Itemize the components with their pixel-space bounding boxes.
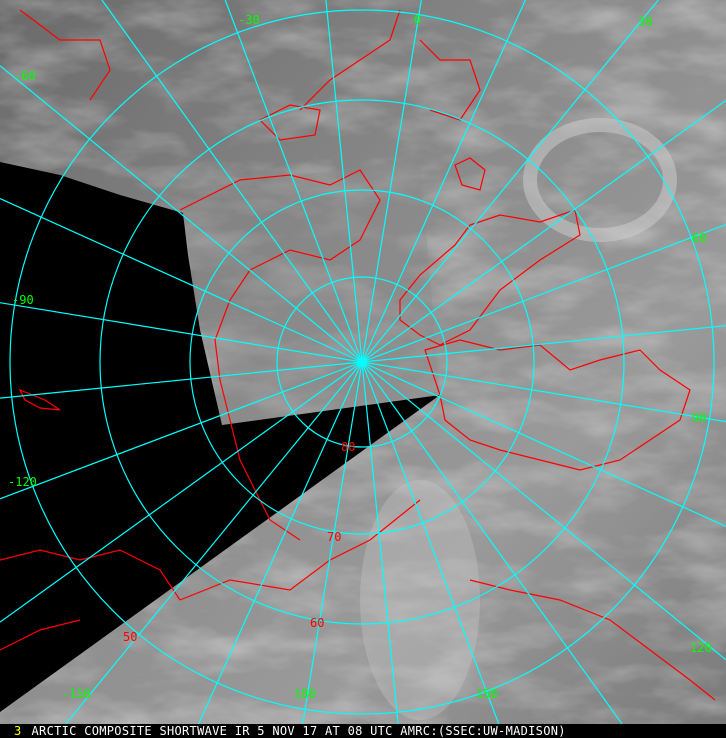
latitude-label: 80 bbox=[341, 440, 355, 454]
cloud-swirl bbox=[523, 118, 677, 242]
meridian-line bbox=[0, 198, 363, 363]
latitude-circle bbox=[99, 99, 625, 625]
coastline-alaska bbox=[469, 579, 716, 701]
longitude-label: 180 bbox=[294, 687, 316, 701]
longitude-label: -120 bbox=[8, 475, 37, 489]
meridian-line bbox=[0, 302, 363, 363]
caption-bar: 3 ARCTIC COMPOSITE SHORTWAVE IR 5 NOV 17 … bbox=[0, 724, 726, 738]
meridian-line bbox=[361, 0, 526, 363]
latitude-circle bbox=[276, 276, 448, 448]
latitude-circle bbox=[9, 9, 715, 715]
coastline-canadian-archipelago bbox=[424, 339, 691, 471]
coastline-scandinavia bbox=[299, 9, 481, 121]
coastline-west bbox=[0, 9, 181, 651]
longitude-label: 60 bbox=[692, 231, 706, 245]
meridian-line bbox=[361, 0, 659, 363]
meridian-line bbox=[361, 361, 399, 724]
no-data-region bbox=[0, 162, 440, 712]
meridian-line bbox=[224, 0, 363, 363]
latitude-label: 70 bbox=[327, 530, 341, 544]
meridian-line bbox=[361, 361, 726, 423]
meridian-line bbox=[361, 361, 623, 724]
coastlines bbox=[0, 9, 716, 701]
longitude-label: 90 bbox=[692, 411, 706, 425]
meridian-line bbox=[0, 65, 363, 363]
meridian-line bbox=[361, 99, 726, 363]
meridian-line bbox=[361, 223, 726, 363]
meridian-line bbox=[361, 325, 726, 363]
meridian-line bbox=[65, 361, 363, 724]
longitude-label: -90 bbox=[12, 293, 34, 307]
caption-text: ARCTIC COMPOSITE SHORTWAVE IR 5 NOV 17 A… bbox=[31, 724, 566, 738]
coastline-siberia bbox=[179, 169, 381, 541]
meridian-line bbox=[361, 0, 422, 363]
meridian-line bbox=[302, 361, 363, 724]
data-strip bbox=[178, 160, 440, 425]
longitude-label: -150 bbox=[62, 687, 91, 701]
meridian-line bbox=[0, 361, 363, 500]
meridian-line bbox=[361, 361, 500, 724]
longitude-label: 0 bbox=[414, 13, 421, 27]
longitude-label: 120 bbox=[690, 641, 712, 655]
meridian-line bbox=[0, 361, 363, 399]
latitude-label: 60 bbox=[310, 616, 324, 630]
coastline-greenland bbox=[399, 209, 581, 346]
meridian-line bbox=[0, 361, 363, 623]
coastline-hudson bbox=[18, 388, 61, 411]
meridian-line bbox=[361, 361, 726, 661]
longitude-label: 150 bbox=[476, 687, 498, 701]
meridian-line bbox=[101, 0, 363, 363]
meridian-line bbox=[198, 361, 363, 724]
frame-number: 3 bbox=[14, 724, 22, 738]
longitude-label: -30 bbox=[238, 13, 260, 27]
longitude-label: 30 bbox=[638, 15, 652, 29]
coastline-svalbard bbox=[454, 157, 486, 191]
bright-cloud-band bbox=[360, 480, 480, 720]
meridian-line bbox=[325, 0, 363, 363]
latitude-label: 50 bbox=[123, 630, 137, 644]
graticule-labels: -30 0 30 -60 60 -90 90 -120 120 -150 150 180 80 70 60 5… bbox=[8, 13, 712, 701]
meridian-line bbox=[361, 361, 726, 527]
latitude-circle bbox=[189, 189, 535, 535]
longitude-label: -60 bbox=[14, 69, 36, 83]
